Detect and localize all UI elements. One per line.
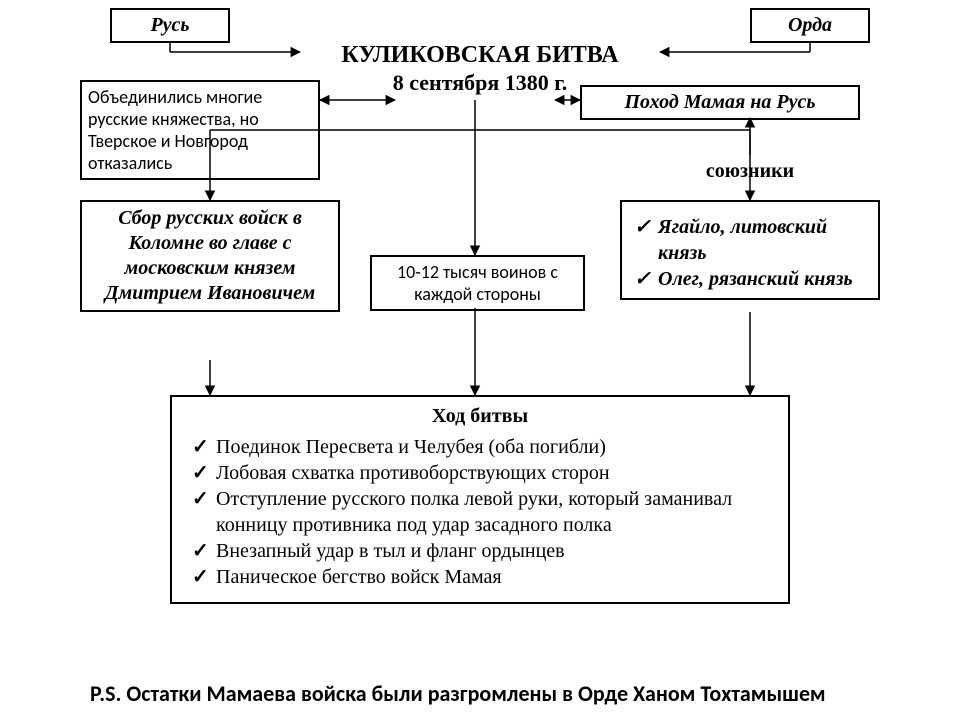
text-count-l1: 10-12 тысяч воинов с каждой стороны [397,261,558,305]
title: КУЛИКОВСКАЯ БИТВА [280,42,680,69]
node-allies: Ягайло, литовский князь Олег, рязанский … [620,200,880,300]
text-gathering: Сбор русских войск в Коломне во главе с … [105,207,315,304]
node-count: 10-12 тысяч воинов с каждой стороны [370,255,585,311]
node-gathering: Сбор русских войск в Коломне во главе с … [80,200,340,312]
node-orda: Орда [750,8,870,43]
text-rus: Русь [150,14,189,36]
ally-1: Олег, рязанский князь [658,266,868,292]
node-battle: Ход битвы Поединок Пересвета и Челубея (… [170,395,790,604]
ally-0: Ягайло, литовский князь [658,214,868,266]
battle-item-2: Отступление русского полка левой руки, к… [216,486,774,538]
battle-item-0: Поединок Пересвета и Челубея (оба погибл… [216,434,774,460]
battle-title: Ход битвы [186,405,774,428]
text-note-refused: Объединились многие русские княжества, н… [88,86,262,174]
battle-item-4: Паническое бегство войск Мамая [216,564,774,590]
node-note-refused: Объединились многие русские княжества, н… [80,80,320,180]
label-allies: союзники [650,160,850,183]
postscript: P.S. Остатки Мамаева войска были разгром… [90,680,910,707]
text-orda: Орда [788,14,832,36]
battle-item-1: Лобовая схватка противоборствующих сторо… [216,460,774,486]
battle-item-3: Внезапный удар в тыл и фланг ордынцев [216,538,774,564]
node-rus: Русь [110,8,230,43]
text-mamai: Поход Мамая на Русь [624,91,815,113]
node-mamai: Поход Мамая на Русь [580,85,860,120]
